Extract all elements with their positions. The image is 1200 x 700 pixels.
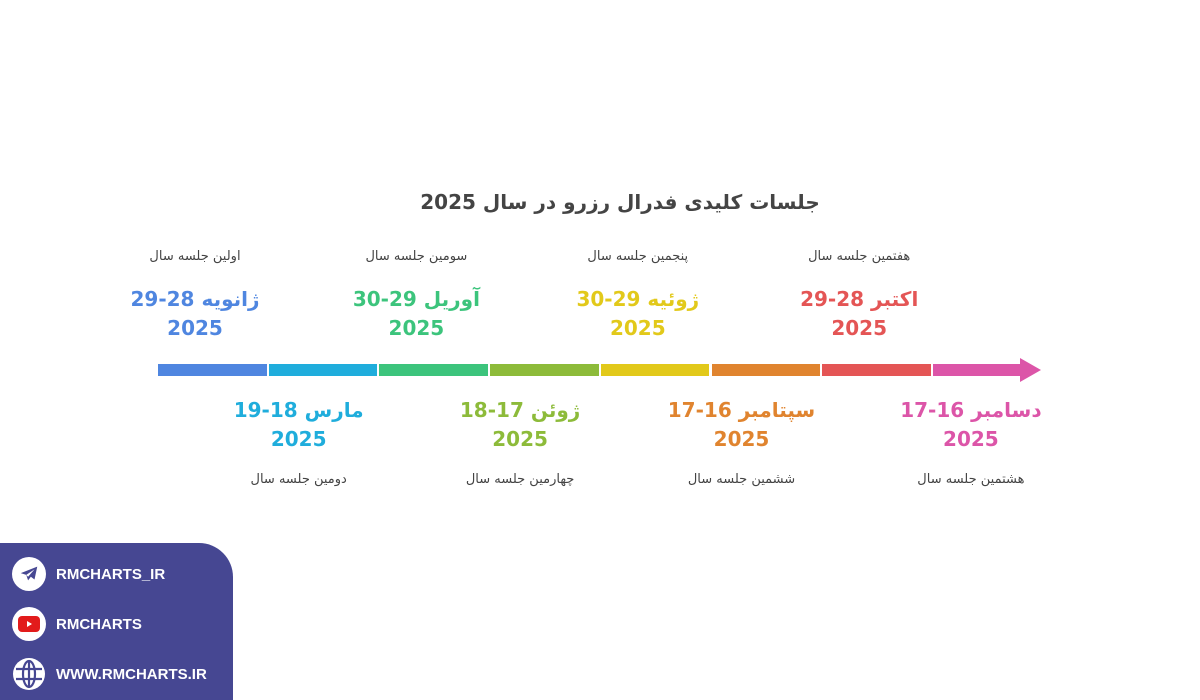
- event-label: ششمین جلسه سال: [687, 472, 796, 487]
- event-year: 2025: [388, 316, 445, 340]
- event-date: اکتبر 28-29: [800, 287, 919, 311]
- event-date: آوریل 29-30: [352, 287, 480, 311]
- timeline-segment: [711, 364, 820, 376]
- timeline-segment: [158, 364, 267, 376]
- event-year: 2025: [609, 316, 666, 340]
- event-label: چهارمین جلسه سال: [465, 472, 575, 487]
- footer-panel: RMCHARTS_IR RMCHARTS WWW.RMCHARTS.IR: [0, 543, 233, 700]
- timeline-segment: [268, 364, 378, 376]
- timeline-segment: [822, 364, 931, 376]
- footer-website[interactable]: WWW.RMCHARTS.IR: [12, 657, 207, 691]
- timeline-segment: [600, 364, 710, 376]
- event-date: مارس 18-19: [233, 398, 364, 422]
- event-year: 2025: [713, 427, 770, 451]
- timeline-segment: [379, 364, 488, 376]
- event-label: اولین جلسه سال: [149, 249, 241, 264]
- event-year: 2025: [167, 316, 223, 340]
- event-year: 2025: [831, 316, 888, 340]
- timeline-segment: [932, 364, 1021, 376]
- timeline-segment: [490, 364, 599, 376]
- event-date: دسامبر 16-17: [900, 398, 1042, 422]
- event-year: 2025: [943, 427, 999, 451]
- footer-telegram[interactable]: RMCHARTS_IR: [12, 557, 165, 591]
- globe-icon: [12, 657, 46, 691]
- youtube-icon: [12, 607, 46, 641]
- event-label: هفتمین جلسه سال: [808, 249, 911, 264]
- telegram-icon: [12, 557, 46, 591]
- footer-youtube[interactable]: RMCHARTS: [12, 607, 142, 641]
- event-year: 2025: [270, 427, 327, 451]
- event-label: هشتمین جلسه سال: [917, 472, 1025, 487]
- event-label: پنجمین جلسه سال: [587, 249, 689, 264]
- event-year: 2025: [492, 427, 548, 451]
- diagram-title: جلسات کلیدی فدرال رزرو در سال 2025: [420, 190, 820, 214]
- event-label: دومین جلسه سال: [250, 472, 347, 487]
- timeline-arrowhead: [1020, 358, 1041, 382]
- event-date: سپتامبر 16-17: [667, 398, 816, 422]
- event-date: ژانویه 28-29: [130, 287, 260, 311]
- event-date: ژوئیه 29-30: [576, 287, 700, 311]
- event-label: سومین جلسه سال: [365, 249, 468, 264]
- event-date: ژوئن 17-18: [459, 398, 581, 422]
